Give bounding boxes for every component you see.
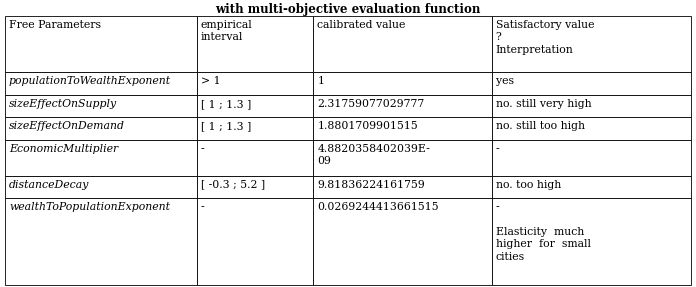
Text: [ -0.3 ; 5.2 ]: [ -0.3 ; 5.2 ] bbox=[201, 180, 265, 189]
Text: -: - bbox=[201, 144, 205, 154]
Bar bbox=[492, 72, 691, 95]
Bar bbox=[492, 16, 691, 72]
Text: sizeEffectOnDemand: sizeEffectOnDemand bbox=[9, 121, 125, 131]
Bar bbox=[5, 176, 197, 198]
Bar bbox=[5, 72, 197, 95]
Text: > 1: > 1 bbox=[201, 76, 221, 86]
Text: 2.31759077029777: 2.31759077029777 bbox=[317, 99, 425, 109]
Bar bbox=[492, 140, 691, 176]
Text: 1.8801709901515: 1.8801709901515 bbox=[317, 121, 418, 131]
Bar bbox=[313, 16, 492, 72]
Text: calibrated value: calibrated value bbox=[317, 20, 406, 30]
Text: no. too high: no. too high bbox=[496, 180, 561, 189]
Bar bbox=[313, 176, 492, 198]
Text: 0.0269244413661515: 0.0269244413661515 bbox=[317, 202, 439, 212]
Text: [ 1 ; 1.3 ]: [ 1 ; 1.3 ] bbox=[201, 121, 251, 131]
Bar bbox=[492, 176, 691, 198]
Text: -

Elasticity  much
higher  for  small
cities: - Elasticity much higher for small citie… bbox=[496, 202, 591, 262]
Text: no. still very high: no. still very high bbox=[496, 99, 592, 109]
Bar bbox=[313, 140, 492, 176]
Bar bbox=[5, 140, 197, 176]
Text: Free Parameters: Free Parameters bbox=[9, 20, 101, 30]
Text: Satisfactory value
?
Interpretation: Satisfactory value ? Interpretation bbox=[496, 20, 594, 55]
Bar bbox=[5, 117, 197, 140]
Bar bbox=[197, 72, 313, 95]
Bar bbox=[197, 95, 313, 117]
Text: distanceDecay: distanceDecay bbox=[9, 180, 89, 189]
Text: 4.8820358402039E-
09: 4.8820358402039E- 09 bbox=[317, 144, 430, 166]
Bar bbox=[197, 176, 313, 198]
Text: EconomicMultiplier: EconomicMultiplier bbox=[9, 144, 118, 154]
Text: empirical
interval: empirical interval bbox=[201, 20, 253, 42]
Text: -: - bbox=[201, 202, 205, 212]
Bar bbox=[313, 95, 492, 117]
Bar bbox=[492, 95, 691, 117]
Text: with multi-objective evaluation function: with multi-objective evaluation function bbox=[215, 3, 481, 16]
Bar bbox=[492, 117, 691, 140]
Bar bbox=[492, 198, 691, 285]
Bar bbox=[5, 95, 197, 117]
Text: yes: yes bbox=[496, 76, 514, 86]
Text: wealthToPopulationExponent: wealthToPopulationExponent bbox=[9, 202, 170, 212]
Bar bbox=[5, 16, 197, 72]
Bar bbox=[313, 198, 492, 285]
Text: sizeEffectOnSupply: sizeEffectOnSupply bbox=[9, 99, 117, 109]
Text: [ 1 ; 1.3 ]: [ 1 ; 1.3 ] bbox=[201, 99, 251, 109]
Bar bbox=[313, 72, 492, 95]
Bar bbox=[197, 140, 313, 176]
Bar bbox=[5, 198, 197, 285]
Text: 1: 1 bbox=[317, 76, 324, 86]
Bar bbox=[197, 117, 313, 140]
Text: 9.81836224161759: 9.81836224161759 bbox=[317, 180, 425, 189]
Bar bbox=[197, 198, 313, 285]
Bar bbox=[197, 16, 313, 72]
Text: -: - bbox=[496, 144, 499, 154]
Bar bbox=[313, 117, 492, 140]
Text: populationToWealthExponent: populationToWealthExponent bbox=[9, 76, 171, 86]
Text: no. still too high: no. still too high bbox=[496, 121, 585, 131]
